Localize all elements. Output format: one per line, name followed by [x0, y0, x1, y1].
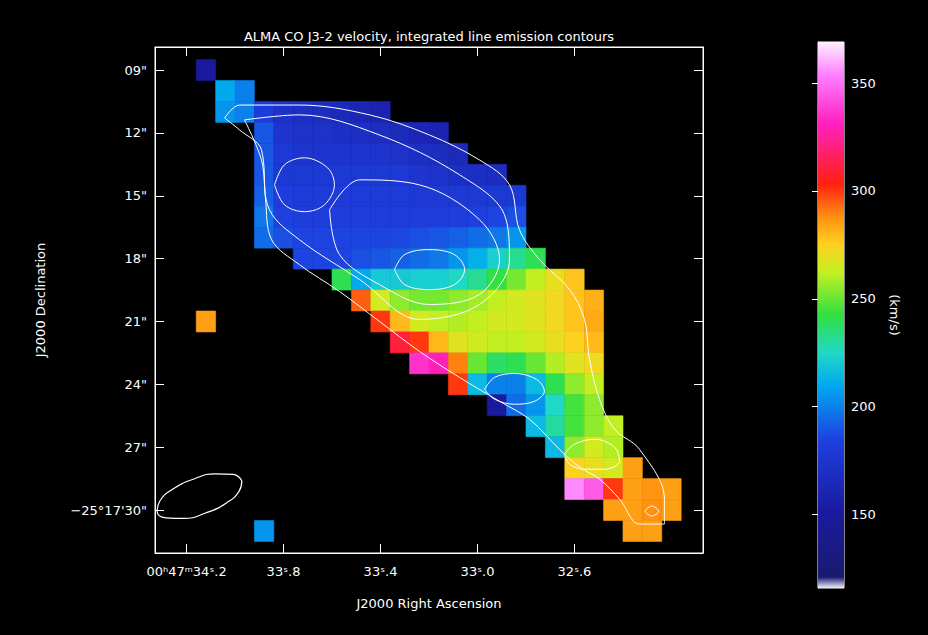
svg-text:27": 27": [124, 440, 147, 455]
svg-text:00ʰ47ᵐ34ˢ.2: 00ʰ47ᵐ34ˢ.2: [146, 564, 226, 579]
svg-text:15": 15": [124, 188, 147, 203]
svg-text:250: 250: [851, 291, 876, 306]
svg-text:−25°17'30": −25°17'30": [70, 503, 147, 518]
svg-text:33ˢ.0: 33ˢ.0: [461, 564, 495, 579]
svg-text:350: 350: [851, 76, 876, 91]
svg-text:21": 21": [124, 314, 147, 329]
svg-text:12": 12": [124, 125, 147, 140]
svg-text:24": 24": [124, 377, 147, 392]
svg-text:09": 09": [124, 63, 147, 78]
svg-text:300: 300: [851, 183, 876, 198]
svg-text:18": 18": [124, 251, 147, 266]
svg-text:(km/s): (km/s): [887, 294, 902, 336]
svg-text:32ˢ.6: 32ˢ.6: [558, 564, 592, 579]
svg-text:ALMA CO J3-2 velocity, integra: ALMA CO J3-2 velocity, integrated line e…: [244, 29, 614, 44]
svg-text:200: 200: [851, 399, 876, 414]
svg-text:J2000 Right Ascension: J2000 Right Ascension: [355, 596, 501, 611]
svg-text:150: 150: [851, 507, 876, 522]
svg-text:33ˢ.8: 33ˢ.8: [267, 564, 301, 579]
svg-text:33ˢ.4: 33ˢ.4: [364, 564, 398, 579]
svg-text:J2000 Declination: J2000 Declination: [33, 243, 48, 359]
